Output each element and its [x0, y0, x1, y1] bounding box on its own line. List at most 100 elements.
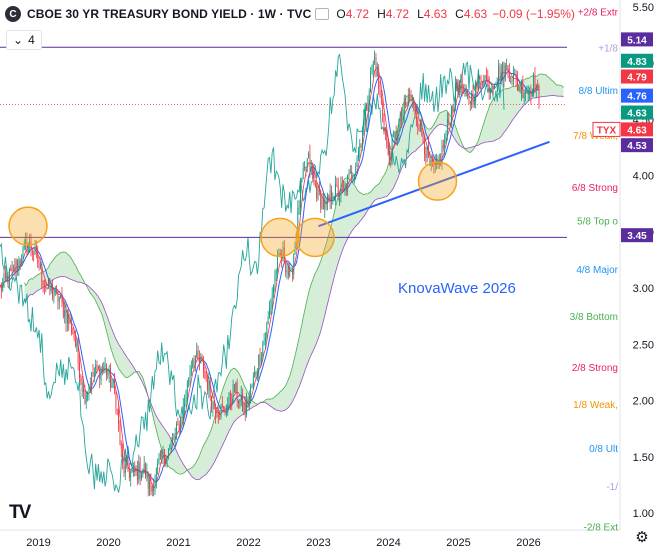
candle-body: [310, 166, 312, 171]
candle-body: [399, 114, 401, 124]
candle-body: [200, 357, 202, 363]
candle-body: [332, 200, 334, 201]
candle-body: [266, 323, 268, 338]
x-tick-label: 2021: [166, 537, 190, 549]
candle-body: [61, 295, 63, 302]
candle-body: [49, 279, 51, 291]
gear-icon[interactable]: ⚙: [635, 529, 649, 546]
candle-body: [188, 381, 190, 383]
candle-body: [124, 463, 126, 474]
candle-body: [333, 198, 335, 201]
candle-body: [460, 78, 462, 93]
murrey-level-label: -2/8 Ext: [584, 523, 619, 534]
candle-body: [64, 310, 66, 317]
candle-body: [79, 361, 80, 379]
candle-body: [298, 207, 300, 209]
x-tick-label: 2025: [446, 537, 470, 549]
candle-body: [56, 287, 57, 291]
candle-body: [286, 270, 288, 273]
murrey-level-label: 6/8 Strong: [572, 183, 618, 194]
candle-body: [512, 74, 514, 83]
visibility-icon[interactable]: [315, 8, 330, 20]
candle-body: [378, 71, 380, 89]
candle-body: [353, 174, 355, 178]
candle-body: [487, 78, 489, 80]
candle-body: [393, 136, 394, 138]
candle-body: [97, 366, 99, 369]
candle-body: [10, 268, 12, 271]
candle-body: [153, 486, 155, 492]
candle-body: [321, 198, 323, 209]
murrey-level-label: 3/8 Bottom: [570, 312, 618, 323]
y-tick-label: 1.50: [633, 452, 654, 464]
candle-body: [85, 394, 87, 404]
candle-body: [469, 102, 471, 105]
candle-body: [193, 359, 195, 365]
candle-body: [71, 320, 72, 334]
candle-body: [194, 357, 196, 365]
candle-body: [495, 84, 497, 85]
candle-body: [44, 285, 45, 287]
candle-body: [314, 180, 316, 187]
candle-body: [176, 423, 177, 433]
candle-body: [212, 401, 214, 409]
candle-body: [327, 195, 328, 204]
candle-body: [372, 61, 374, 72]
candle-body: [441, 144, 443, 164]
candle-body: [161, 450, 163, 457]
candle-body: [72, 333, 74, 334]
candle-body: [274, 274, 276, 286]
candle-body: [285, 262, 287, 273]
price-badge-text: 3.45: [627, 231, 647, 242]
candle-body: [482, 82, 483, 84]
candle-body: [402, 115, 404, 122]
candle-body: [410, 96, 412, 101]
candle-body: [492, 87, 494, 89]
y-tick-label: 1.00: [633, 508, 654, 520]
candle-body: [411, 100, 413, 102]
candle-body: [168, 448, 169, 457]
tradingview-logo-icon[interactable]: TV: [9, 502, 31, 523]
candle-body: [468, 95, 470, 103]
candle-body: [290, 267, 292, 271]
symbol-title[interactable]: CBOE 30 YR TREASURY BOND YIELD · 1W · TV…: [27, 7, 312, 21]
candle-body: [131, 469, 133, 472]
candle-body: [391, 137, 393, 161]
candle-body: [282, 247, 284, 260]
candle-body: [93, 372, 95, 377]
highlight-circle: [260, 217, 300, 258]
candle-body: [100, 367, 102, 380]
murrey-level-label: 4/8 Major: [576, 265, 618, 276]
ichimoku-cloud: [24, 74, 564, 480]
candle-body: [360, 144, 362, 147]
candle-body: [87, 391, 88, 395]
candle-body: [238, 400, 239, 404]
candle-body: [96, 364, 98, 369]
baseline-line: [0, 70, 540, 483]
candle-body: [230, 392, 231, 402]
murrey-level-label: 1/8 Weak,: [573, 400, 618, 411]
candle-body: [35, 245, 37, 251]
candle-body: [141, 474, 142, 479]
candle-body: [292, 267, 293, 275]
candle-body: [155, 468, 157, 481]
candle-body: [29, 241, 31, 245]
candle-body: [162, 449, 164, 457]
candle-body: [192, 359, 194, 368]
candle-body: [444, 135, 446, 148]
indicators-toggle-button[interactable]: ⌄ 4: [6, 30, 42, 50]
candle-body: [318, 184, 320, 192]
price-badge-text: 4.76: [627, 92, 647, 103]
candle-body: [352, 177, 354, 180]
candle-body: [243, 404, 245, 412]
candle-body: [413, 100, 415, 104]
candle-body: [147, 471, 149, 489]
chevron-down-icon: ⌄: [13, 33, 24, 47]
candle-body: [301, 179, 303, 183]
candle-body: [207, 379, 208, 392]
candle-body: [228, 392, 230, 405]
candle-body: [215, 408, 217, 416]
murrey-level-label: 2/8 Strong: [572, 363, 618, 374]
price-badge: [621, 138, 653, 153]
